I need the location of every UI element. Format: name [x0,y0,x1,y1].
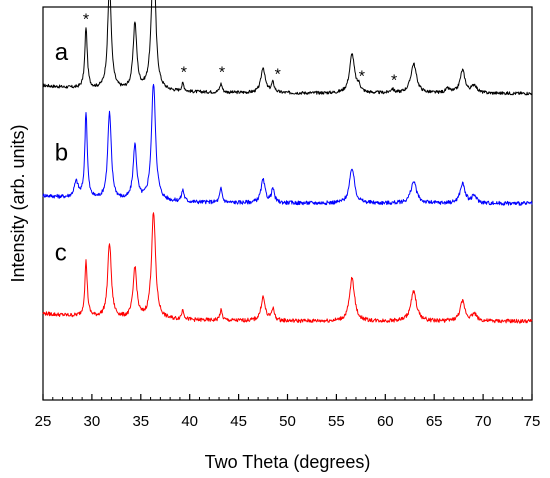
x-axis-label: Two Theta (degrees) [205,452,371,472]
annotation-star: * [219,65,225,82]
x-tick-label: 70 [475,413,492,430]
trace-label-c: c [55,239,67,266]
annotation-star: * [275,67,281,84]
series-layer [42,0,533,324]
y-axis-label: Intensity (arb. units) [8,124,28,282]
x-tick-label: 50 [279,413,296,430]
annotation-star: * [391,73,397,90]
trace-label-a: a [55,39,69,66]
x-tick-label: 30 [84,413,101,430]
annotation-star: * [359,69,365,86]
series-line-b [42,83,533,206]
series-line-c [42,212,533,324]
x-tick-label: 25 [35,413,52,430]
annotation-star: * [181,65,187,82]
x-axis-ticks: 25 30 35 40 45 50 55 60 65 70 75 [35,394,541,430]
x-tick-label: 55 [328,413,345,430]
trace-label-b: b [55,139,68,166]
annotation-star: * [83,12,89,29]
x-tick-label: 65 [426,413,443,430]
x-tick-label: 40 [181,413,198,430]
x-tick-label: 35 [132,413,149,430]
trace-labels: a b c [55,39,69,266]
x-tick-label: 75 [524,413,541,430]
annotations: * * * * * * [83,12,397,90]
series-line-a [42,0,533,96]
x-tick-label: 60 [377,413,394,430]
x-tick-label: 45 [230,413,247,430]
